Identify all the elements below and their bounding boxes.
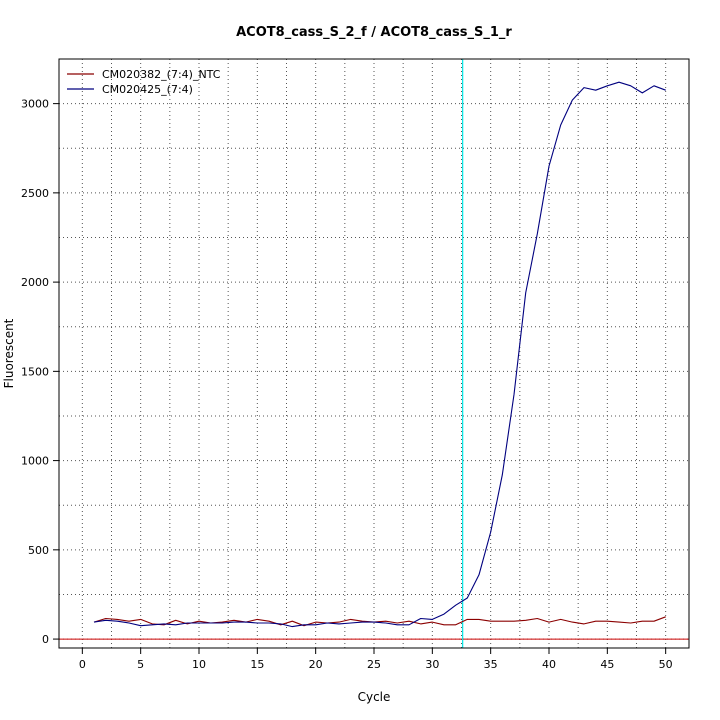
reference-lines	[59, 59, 689, 648]
x-tick-label: 45	[600, 658, 614, 671]
x-tick-label: 50	[659, 658, 673, 671]
x-tick-label: 30	[425, 658, 439, 671]
grid-lines	[59, 59, 689, 648]
x-tick-label: 25	[367, 658, 381, 671]
y-tick-label: 2000	[21, 276, 49, 289]
y-tick-label: 1500	[21, 365, 49, 378]
y-axis: 0 500 1000 1500 2000 2500 3000	[21, 98, 59, 646]
x-tick-label: 5	[137, 658, 144, 671]
legend-label-2: CM020425_(7:4)	[102, 83, 193, 96]
x-axis-label: Cycle	[358, 690, 391, 704]
x-tick-label: 0	[79, 658, 86, 671]
y-axis-label: Fluorescent	[2, 318, 16, 388]
y-tick-label: 3000	[21, 98, 49, 111]
y-tick-label: 2500	[21, 187, 49, 200]
legend: CM020382_(7:4)_NTC CM020425_(7:4)	[67, 68, 221, 96]
x-tick-label: 40	[542, 658, 556, 671]
x-tick-label: 20	[309, 658, 323, 671]
series-group	[93, 81, 666, 628]
y-tick-label: 0	[42, 633, 49, 646]
x-tick-label: 10	[192, 658, 206, 671]
series-line-2	[93, 81, 666, 628]
x-tick-label: 35	[484, 658, 498, 671]
y-tick-label: 500	[28, 544, 49, 557]
x-axis: 0 5 10 15 20 25 30 35 40 45 50	[79, 648, 673, 671]
legend-label-1: CM020382_(7:4)_NTC	[102, 68, 221, 81]
y-tick-label: 1000	[21, 455, 49, 468]
chart-title: ACOT8_cass_S_2_f / ACOT8_cass_S_1_r	[236, 25, 512, 40]
x-tick-label: 15	[250, 658, 264, 671]
